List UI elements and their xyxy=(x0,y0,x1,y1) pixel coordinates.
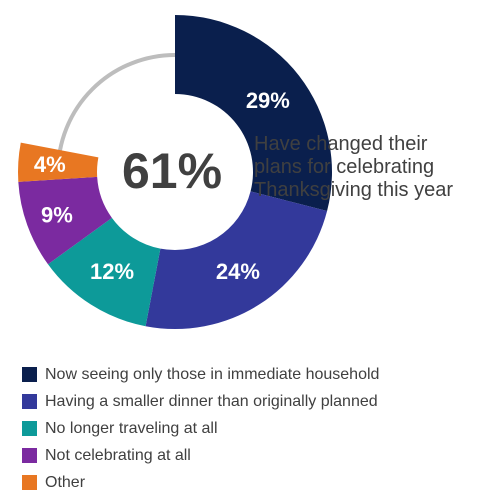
center-caption-line-1: Have changed their xyxy=(254,133,428,155)
legend-swatch xyxy=(22,394,37,409)
legend-item: Other xyxy=(22,469,379,496)
legend-label: Other xyxy=(45,473,86,491)
legend-swatch xyxy=(22,421,37,436)
data-label: 24% xyxy=(216,259,260,284)
data-label: 29% xyxy=(246,88,290,113)
data-label: 9% xyxy=(41,203,73,228)
center-caption-line-3: Thanksgiving this year xyxy=(254,179,453,201)
legend-label: Now seeing only those in immediate house… xyxy=(45,365,380,383)
legend-item: Now seeing only those in immediate house… xyxy=(22,361,379,388)
data-label: 12% xyxy=(90,259,134,284)
segment-labels: 29% 24% 12% 9% 4% xyxy=(34,88,290,284)
center-caption-line-2: plans for celebrating xyxy=(254,156,434,178)
donut-segment xyxy=(47,217,161,327)
legend-swatch xyxy=(22,448,37,463)
legend-swatch xyxy=(22,475,37,490)
donut-segment xyxy=(145,191,328,329)
legend-item: Not celebrating at all xyxy=(22,442,379,469)
legend-label: Not celebrating at all xyxy=(45,446,191,464)
legend-swatch xyxy=(22,367,37,382)
legend: Now seeing only those in immediate house… xyxy=(22,361,379,496)
legend-item: Having a smaller dinner than originally … xyxy=(22,388,379,415)
donut-segment xyxy=(175,15,332,212)
legend-label: Having a smaller dinner than originally … xyxy=(45,392,378,410)
donut-chart: 29% 24% 12% 9% 4% 61% Have changed their pla… xyxy=(17,15,453,329)
center-value: 61% xyxy=(122,143,222,199)
legend-label: No longer traveling at all xyxy=(45,419,218,437)
donut-segments xyxy=(17,15,332,329)
legend-item: No longer traveling at all xyxy=(22,415,379,442)
donut-segment xyxy=(18,176,112,265)
donut-segment xyxy=(17,142,99,182)
data-label: 4% xyxy=(34,152,66,177)
